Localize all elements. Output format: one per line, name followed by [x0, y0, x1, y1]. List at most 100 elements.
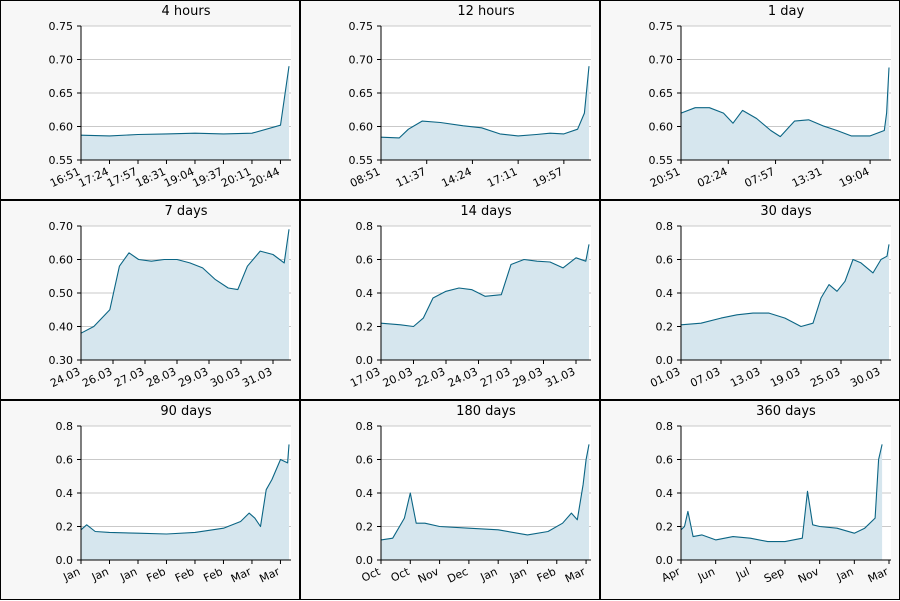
- x-tick-label: Mar: [563, 565, 588, 586]
- x-tick-label: 29.03: [511, 365, 545, 390]
- x-tick-label: 11:37: [394, 165, 428, 190]
- chart-panel-4-hours: 4 hours 0.55 0.60 0.65 0.70 0.75 16:51 17:24 17…: [0, 0, 300, 200]
- y-tick-label: 0.70: [649, 54, 674, 67]
- x-tick-label: 30.03: [208, 365, 242, 390]
- y-tick-label: 0.2: [656, 321, 674, 334]
- y-tick-label: 0.8: [656, 420, 674, 433]
- y-tick-label: 0.60: [349, 121, 374, 134]
- x-tick-label: 27.03: [478, 365, 512, 390]
- x-tick-label: 13.03: [728, 365, 762, 390]
- y-tick-label: 0.6: [56, 454, 74, 467]
- y-tick-label: 0.55: [49, 154, 74, 167]
- chart-title: 12 hours: [457, 4, 515, 19]
- y-tick-label: 0.4: [56, 487, 74, 500]
- y-tick-label: 0.60: [649, 121, 674, 134]
- x-tick-label: 07:57: [743, 165, 777, 190]
- x-tick-label: Jan: [117, 565, 139, 584]
- y-tick-label: 0.30: [49, 354, 74, 367]
- x-tick-label: Mar: [866, 565, 891, 586]
- x-tick-label: 19:57: [531, 165, 565, 190]
- y-tick-label: 0.8: [56, 420, 74, 433]
- x-tick-label: Oct: [389, 565, 412, 585]
- y-tick-label: 0.65: [649, 87, 674, 100]
- series-line: [380, 66, 590, 139]
- chart-panel-1-day: 1 day 0.55 0.60 0.65 0.70 0.75 20:51 02:24 07:5…: [600, 0, 900, 200]
- y-tick-label: 0.55: [349, 154, 374, 167]
- chart-panel-360-days: 360 days 0.0 0.2 0.4 0.6 0.8 Apr Jun Jul Sep Nov J…: [600, 400, 900, 600]
- y-tick-label: 0.6: [356, 454, 374, 467]
- y-tick-label: 0.8: [656, 220, 674, 233]
- chart-title: 360 days: [756, 404, 816, 419]
- y-tick-label: 0.4: [356, 487, 374, 500]
- x-tick-label: 29.03: [176, 365, 210, 390]
- x-tick-label: Jan: [60, 565, 82, 584]
- chart-title: 14 days: [460, 204, 512, 219]
- x-tick-label: 02:24: [695, 165, 729, 190]
- x-tick-label: 20.03: [381, 365, 415, 390]
- x-tick-label: Jan: [834, 565, 856, 584]
- y-tick-label: 0.4: [356, 287, 374, 300]
- series-line: [680, 244, 890, 328]
- series-area: [381, 444, 589, 560]
- x-tick-label: Mar: [257, 565, 282, 586]
- chart-title: 1 day: [767, 4, 805, 19]
- series-area: [381, 244, 589, 360]
- x-tick-label: Jan: [89, 565, 111, 584]
- y-tick-label: 0.60: [49, 121, 74, 134]
- chart-panel-180-days: 180 days 0.0 0.2 0.4 0.6 0.8 Oct Oct Nov Dec Jan J…: [300, 400, 600, 600]
- series-area: [81, 444, 289, 560]
- x-tick-label: Feb: [535, 565, 558, 585]
- chart-plot: 0.0 0.2 0.4 0.6 0.8 Apr Jun Jul Sep Nov Jan Mar: [656, 420, 891, 586]
- y-tick-label: 0.2: [56, 521, 74, 534]
- x-tick-label: 24.03: [446, 365, 480, 390]
- y-tick-label: 0.2: [356, 521, 374, 534]
- x-tick-label: Feb: [202, 565, 225, 585]
- y-tick-label: 0.8: [356, 420, 374, 433]
- x-tick-label: 19.03: [768, 365, 802, 390]
- x-tick-label: 17:11: [485, 165, 519, 190]
- y-tick-label: 0.60: [49, 254, 74, 267]
- x-tick-label: Nov: [416, 565, 441, 586]
- x-tick-label: 08:51: [348, 165, 382, 190]
- x-tick-label: 13:31: [790, 165, 824, 190]
- y-tick-label: 0.2: [656, 521, 674, 534]
- y-tick-label: 0.65: [49, 87, 74, 100]
- series-area: [681, 444, 883, 560]
- x-tick-label: Jun: [695, 565, 717, 584]
- y-tick-label: 0.0: [656, 554, 674, 567]
- series-area: [81, 229, 289, 360]
- series-line: [80, 444, 290, 535]
- x-tick-label: 26.03: [80, 365, 114, 390]
- x-tick-label: 31.03: [543, 365, 577, 390]
- x-tick-label: 30.03: [848, 365, 882, 390]
- x-tick-label: 20:44: [247, 165, 281, 190]
- x-tick-label: Dec: [445, 565, 470, 586]
- y-tick-label: 0.8: [356, 220, 374, 233]
- x-tick-label: 07.03: [688, 365, 722, 390]
- y-tick-label: 0.75: [49, 20, 74, 33]
- y-tick-label: 0.2: [356, 321, 374, 334]
- x-tick-label: Jul: [733, 565, 751, 583]
- chart-panel-14-days: 14 days 0.0 0.2 0.4 0.6 0.8 17.03 20.03 22.03 24…: [300, 200, 600, 400]
- x-tick-label: 27.03: [112, 365, 146, 390]
- y-tick-label: 0.75: [649, 20, 674, 33]
- y-tick-label: 0.70: [49, 54, 74, 67]
- chart-title: 90 days: [160, 404, 212, 419]
- y-tick-label: 0.6: [656, 454, 674, 467]
- y-tick-label: 0.0: [356, 354, 374, 367]
- x-tick-label: Nov: [796, 565, 821, 586]
- chart-panel-12-hours: 12 hours 0.55 0.60 0.65 0.70 0.75 08:51 11:37 1…: [300, 0, 600, 200]
- y-tick-label: 0.70: [349, 54, 374, 67]
- chart-title: 180 days: [456, 404, 516, 419]
- x-tick-label: Sep: [762, 565, 786, 586]
- series-line: [380, 244, 590, 328]
- y-tick-label: 0.0: [356, 554, 374, 567]
- x-tick-label: Oct: [360, 565, 383, 585]
- x-tick-label: 17.03: [348, 365, 382, 390]
- y-tick-label: 0.0: [56, 554, 74, 567]
- series-area: [81, 66, 289, 160]
- series-area: [681, 244, 889, 360]
- series-line: [680, 444, 883, 543]
